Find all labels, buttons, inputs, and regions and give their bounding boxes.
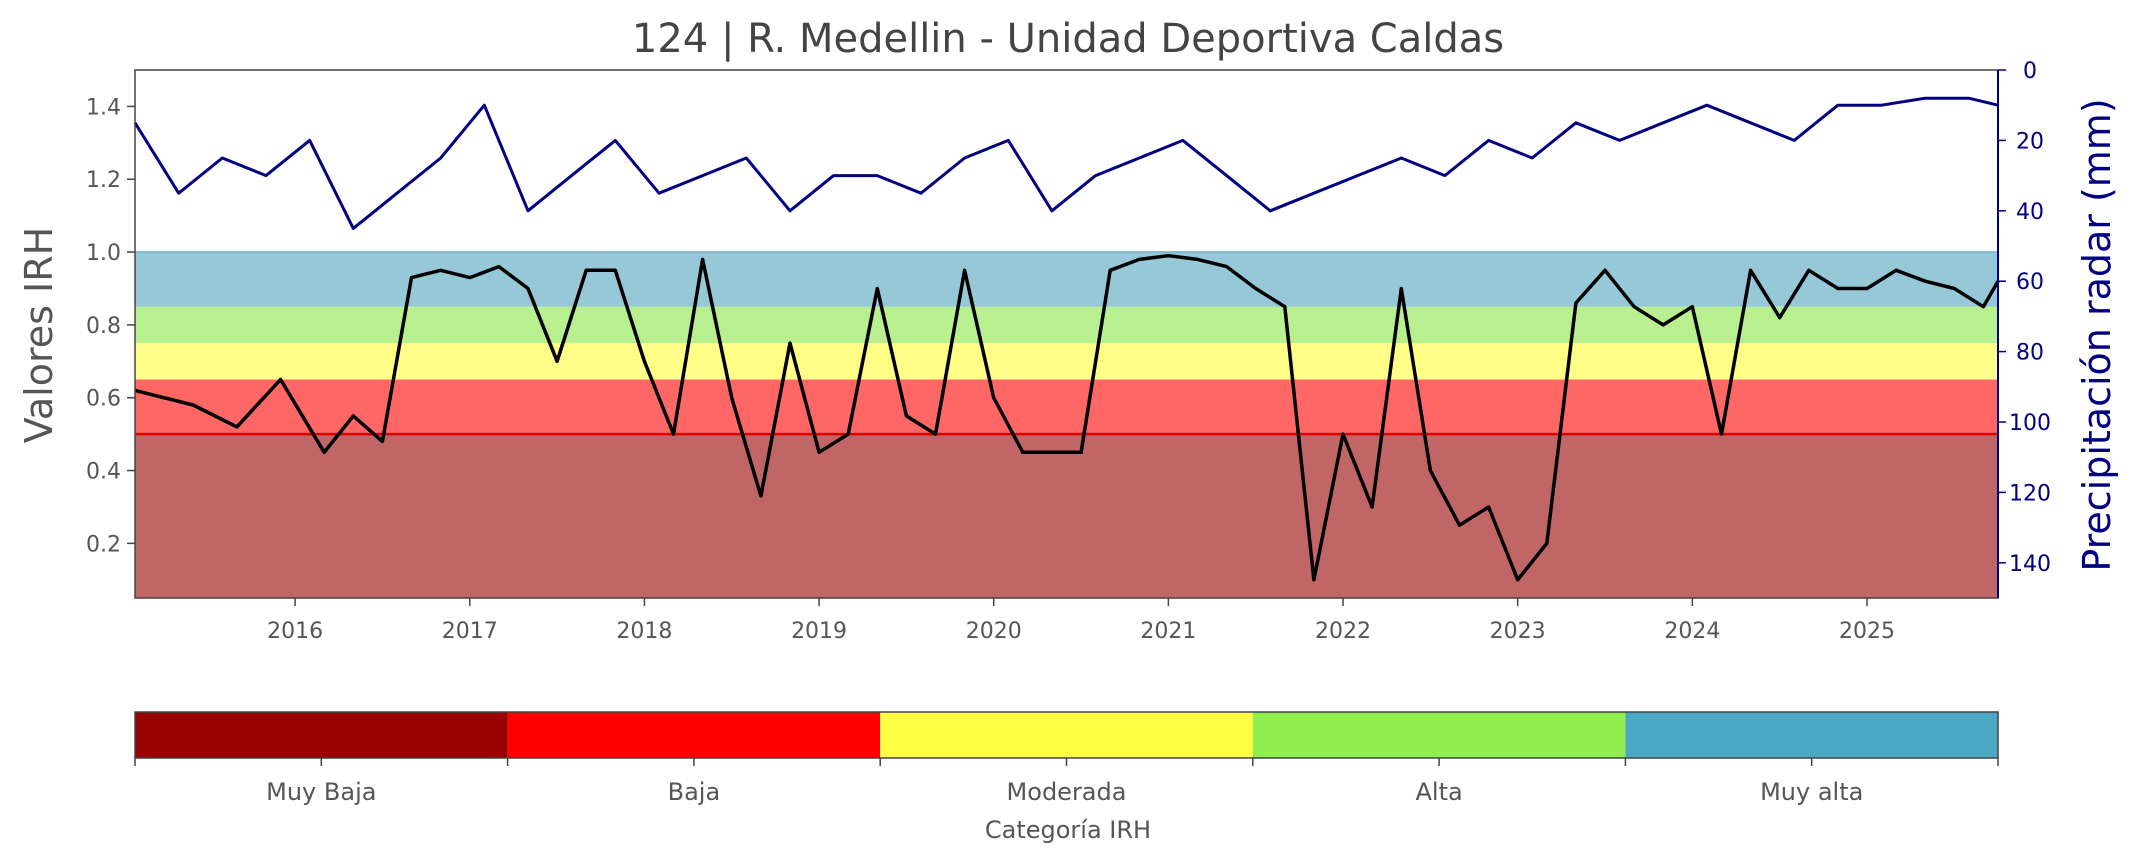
y2-tick-label: 120 — [2009, 481, 2051, 506]
precipitation-line — [133, 96, 1999, 230]
category-bands — [135, 251, 1998, 598]
x-tick-label: 2018 — [616, 619, 672, 644]
colorbar-label: Baja — [668, 778, 721, 806]
y-tick-label: 1.4 — [86, 95, 121, 120]
y2-tick-label: 80 — [2016, 341, 2044, 366]
colorbar-segment — [880, 712, 1253, 758]
x-tick-label: 2021 — [1140, 619, 1196, 644]
x-tick-label: 2020 — [966, 619, 1022, 644]
band-muy-baja — [135, 434, 1998, 598]
y-tick-label: 1.0 — [86, 241, 121, 266]
chart-title: 124 | R. Medellin - Unidad Deportiva Cal… — [632, 16, 1504, 62]
band-moderada — [135, 343, 1998, 380]
colorbar: Muy Baja Baja Moderada Alta Muy alta — [134, 711, 1999, 806]
irh-line — [134, 253, 2000, 582]
colorbar-label: Alta — [1415, 778, 1462, 806]
colorbar-segment — [507, 712, 881, 758]
x-tick-label: 2022 — [1315, 619, 1371, 644]
band-muy-alta — [135, 252, 1998, 307]
plot-frame — [134, 69, 1999, 599]
colorbar-label: Moderada — [1007, 778, 1127, 806]
y-tick-label: 0.2 — [86, 532, 121, 557]
colorbar-title: Categoría IRH — [985, 816, 1151, 844]
x-axis-ticks: 2016 2017 2018 2019 2020 2021 2022 2023 2024 2025 — [267, 598, 1895, 644]
y2-tick-label: 100 — [2009, 411, 2051, 436]
y2-tick-label: 0 — [2023, 59, 2037, 84]
x-tick-label: 2023 — [1490, 619, 1546, 644]
y2-tick-label: 140 — [2009, 552, 2051, 577]
colorbar-segment — [135, 712, 508, 758]
band-alta — [135, 306, 1998, 344]
y-axis-title: Valores IRH — [17, 227, 61, 443]
y2-axis-ticks: 0 20 40 60 80 100 120 140 — [1998, 59, 2051, 577]
colorbar-segment — [1625, 712, 1998, 758]
y-tick-label: 1.2 — [86, 168, 121, 193]
y2-tick-label: 60 — [2016, 270, 2044, 295]
y2-axis-title: Precipitación radar (mm) — [2075, 98, 2119, 571]
x-tick-label: 2024 — [1664, 619, 1720, 644]
y2-tick-label: 20 — [2016, 129, 2044, 154]
precipitation-series — [133, 96, 1999, 230]
colorbar-segment — [1252, 712, 1626, 758]
y-axis-ticks: 0.2 0.4 0.6 0.8 1.0 1.2 1.4 — [86, 95, 135, 557]
y-tick-label: 0.6 — [86, 387, 121, 412]
x-tick-label: 2016 — [267, 619, 323, 644]
y2-tick-label: 40 — [2016, 200, 2044, 225]
x-tick-label: 2017 — [442, 619, 498, 644]
x-tick-label: 2025 — [1839, 619, 1895, 644]
colorbar-label: Muy alta — [1760, 778, 1863, 806]
colorbar-label: Muy Baja — [266, 778, 376, 806]
y-tick-label: 0.8 — [86, 314, 121, 339]
band-baja — [135, 379, 1998, 435]
x-tick-label: 2019 — [791, 619, 847, 644]
y-tick-label: 0.4 — [86, 460, 121, 485]
irh-series — [134, 253, 2000, 582]
